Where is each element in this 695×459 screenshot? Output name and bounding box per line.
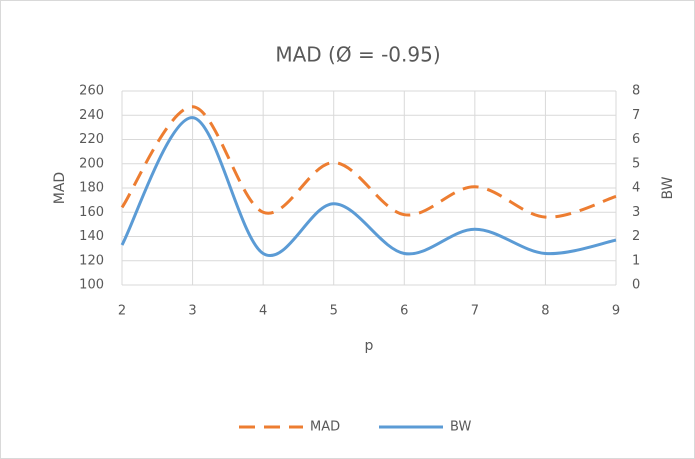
y-tick-label: 200 <box>79 156 104 171</box>
y2-tick-label: 8 <box>632 84 640 99</box>
x-tick-label: 9 <box>612 304 620 319</box>
chart-title: MAD (Ø = -0.95) <box>275 43 440 67</box>
x-axis-title: p <box>365 338 374 354</box>
y2-tick-label: 5 <box>632 156 640 171</box>
y2-tick-label: 3 <box>632 205 640 220</box>
y-tick-label: 240 <box>79 108 104 123</box>
x-tick-label: 2 <box>118 304 126 319</box>
x-tick-label: 3 <box>188 304 196 319</box>
x-tick-label: 5 <box>330 304 338 319</box>
y-tick-label: 100 <box>79 278 104 293</box>
y2-tick-label: 2 <box>632 229 640 244</box>
x-tick-label: 4 <box>259 304 267 319</box>
y-tick-label: 220 <box>79 132 104 147</box>
y2-tick-label: 1 <box>632 253 640 268</box>
y2-tick-label: 6 <box>632 132 640 147</box>
y2-tick-label: 0 <box>632 278 640 293</box>
x-tick-label: 6 <box>400 304 408 319</box>
series-line <box>120 105 617 219</box>
series-line <box>120 116 617 258</box>
y-tick-label: 180 <box>79 181 104 196</box>
x-tick-label: 8 <box>541 304 549 319</box>
y-axis-title: MAD <box>52 172 68 204</box>
y2-axis-title: BW <box>660 176 676 199</box>
legend-label: MAD <box>310 420 340 435</box>
x-tick-label: 7 <box>471 304 479 319</box>
y2-tick-label: 7 <box>632 108 640 123</box>
y-tick-label: 260 <box>79 84 104 99</box>
y-tick-label: 140 <box>79 229 104 244</box>
y-tick-label: 160 <box>79 205 104 220</box>
y2-tick-label: 4 <box>632 181 640 196</box>
legend-label: BW <box>450 420 471 435</box>
y-tick-label: 120 <box>79 253 104 268</box>
